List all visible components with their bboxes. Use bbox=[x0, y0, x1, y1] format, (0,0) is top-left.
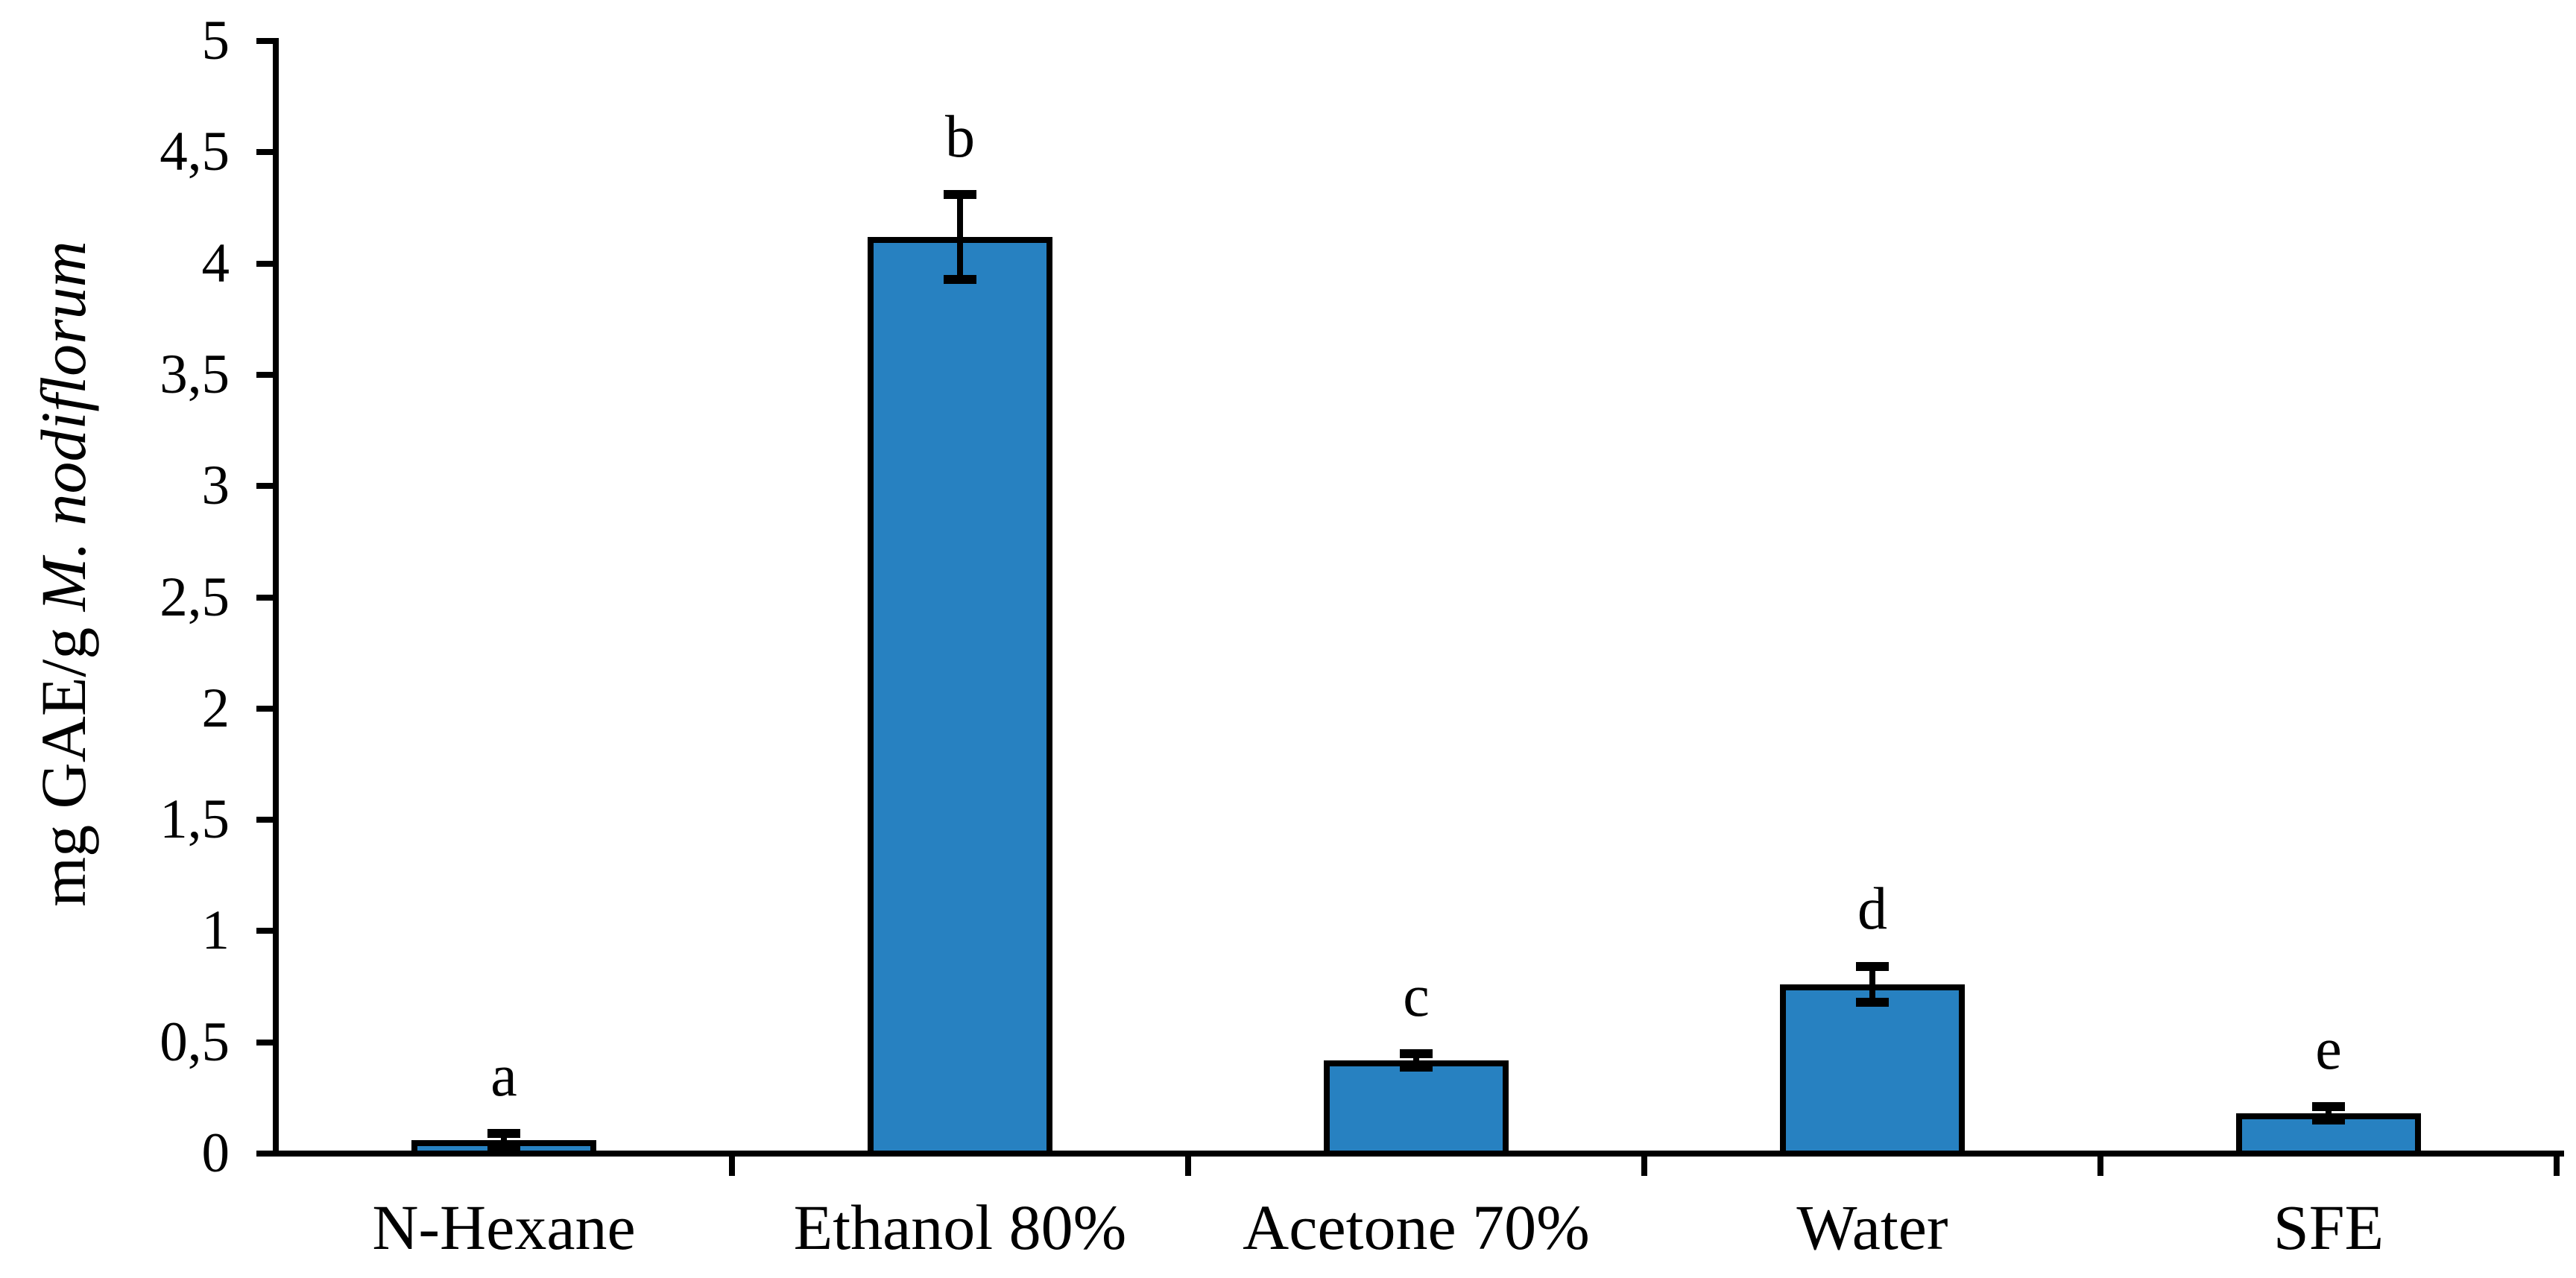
error-bar-line bbox=[2326, 1107, 2332, 1121]
y-tick bbox=[256, 371, 279, 378]
error-bar-line bbox=[957, 194, 963, 279]
y-tick bbox=[256, 705, 279, 712]
significance-letter: a bbox=[490, 1043, 517, 1110]
y-tick-label: 1 bbox=[201, 899, 230, 962]
error-bar-cap-top bbox=[1400, 1048, 1433, 1058]
bar bbox=[868, 236, 1052, 1157]
significance-letter: b bbox=[945, 104, 975, 171]
bar bbox=[1780, 984, 1965, 1157]
x-category-label: N-Hexane bbox=[372, 1192, 636, 1263]
significance-letter: d bbox=[1857, 876, 1887, 943]
significance-letter: c bbox=[1403, 963, 1430, 1029]
error-bar-line bbox=[1869, 967, 1875, 1002]
error-bar-cap-top bbox=[487, 1129, 520, 1139]
error-bar-cap-top bbox=[944, 190, 976, 200]
x-tick bbox=[2097, 1154, 2103, 1176]
significance-letter: e bbox=[2315, 1016, 2342, 1083]
error-bar-line bbox=[501, 1133, 507, 1148]
y-tick-label: 1,5 bbox=[160, 788, 230, 851]
x-category-label: Acetone 70% bbox=[1243, 1192, 1590, 1263]
y-tick bbox=[256, 817, 279, 823]
x-tick bbox=[729, 1154, 735, 1176]
error-bar-cap-bottom bbox=[1856, 997, 1889, 1007]
error-bar-cap-bottom bbox=[487, 1142, 520, 1152]
y-axis-title-species: M. nodiflorum bbox=[28, 241, 99, 612]
y-tick-label: 0,5 bbox=[160, 1010, 230, 1073]
y-tick bbox=[256, 1039, 279, 1046]
y-tick bbox=[256, 149, 279, 156]
error-bar-line bbox=[1413, 1053, 1419, 1067]
error-bar-cap-top bbox=[1856, 962, 1889, 972]
error-bar-cap-bottom bbox=[2312, 1116, 2345, 1125]
y-tick-label: 0 bbox=[201, 1122, 230, 1184]
y-tick bbox=[256, 928, 279, 934]
y-tick bbox=[256, 38, 279, 44]
y-tick bbox=[256, 594, 279, 601]
x-category-label: SFE bbox=[2273, 1192, 2384, 1263]
x-tick bbox=[2554, 1154, 2560, 1176]
error-bar-cap-top bbox=[2312, 1102, 2345, 1112]
y-tick-label: 3,5 bbox=[160, 343, 230, 405]
y-tick-label: 4,5 bbox=[160, 121, 230, 183]
error-bar-cap-bottom bbox=[944, 274, 976, 284]
bar bbox=[1324, 1060, 1509, 1157]
x-tick bbox=[1185, 1154, 1191, 1176]
y-tick-label: 4 bbox=[201, 232, 230, 294]
y-tick-label: 5 bbox=[201, 10, 230, 72]
y-tick bbox=[256, 260, 279, 267]
y-tick bbox=[256, 483, 279, 490]
error-bar-cap-bottom bbox=[1400, 1062, 1433, 1072]
y-tick-label: 3 bbox=[201, 455, 230, 517]
y-tick-label: 2,5 bbox=[160, 566, 230, 628]
y-tick-label: 2 bbox=[201, 677, 230, 739]
x-category-label: Water bbox=[1796, 1192, 1948, 1263]
x-category-label: Ethanol 80% bbox=[793, 1192, 1127, 1263]
x-tick bbox=[1641, 1154, 1647, 1176]
y-axis-title-prefix: mg GAE/g bbox=[28, 611, 99, 907]
y-tick bbox=[256, 1151, 279, 1157]
